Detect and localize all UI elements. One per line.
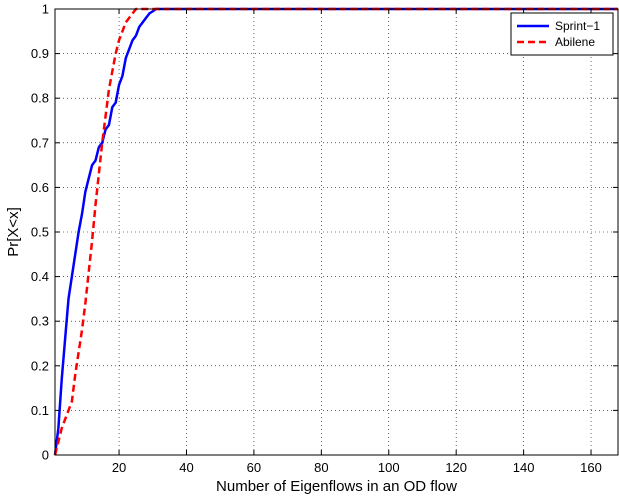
y-axis-label: Pr[X<x] bbox=[5, 207, 22, 257]
x-tick-label: 140 bbox=[513, 460, 535, 475]
y-tick-label: 0.7 bbox=[31, 135, 49, 150]
y-tick-label: 0.9 bbox=[31, 46, 49, 61]
y-tick-label: 0.1 bbox=[31, 403, 49, 418]
y-tick-label: 1 bbox=[42, 2, 49, 17]
legend-box bbox=[510, 12, 614, 56]
x-tick-label: 40 bbox=[179, 460, 193, 475]
y-tick-label: 0.6 bbox=[31, 180, 49, 195]
x-tick-label: 20 bbox=[112, 460, 126, 475]
x-tick-label: 60 bbox=[247, 460, 261, 475]
y-tick-label: 0.5 bbox=[31, 225, 49, 240]
legend-label-sprint-1: Sprint−1 bbox=[555, 19, 600, 33]
y-tick-label: 0.8 bbox=[31, 91, 49, 106]
legend: Sprint−1 Abilene bbox=[510, 12, 614, 56]
y-tick-label: 0.4 bbox=[31, 269, 49, 284]
x-tick-label: 80 bbox=[314, 460, 328, 475]
x-tick-label: 100 bbox=[378, 460, 400, 475]
axis-ticks: 20 40 60 80 100 120 140 160 0 0.1 0.2 0.3 0.4 0.5 0.6 0… bbox=[31, 2, 618, 475]
legend-label-abilene: Abilene bbox=[555, 35, 595, 49]
x-axis-label: Number of Eigenflows in an OD flow bbox=[216, 478, 457, 495]
x-tick-label: 160 bbox=[580, 460, 602, 475]
y-tick-label: 0 bbox=[42, 448, 49, 463]
x-tick-label: 120 bbox=[445, 460, 467, 475]
y-tick-label: 0.2 bbox=[31, 358, 49, 373]
y-tick-label: 0.3 bbox=[31, 314, 49, 329]
